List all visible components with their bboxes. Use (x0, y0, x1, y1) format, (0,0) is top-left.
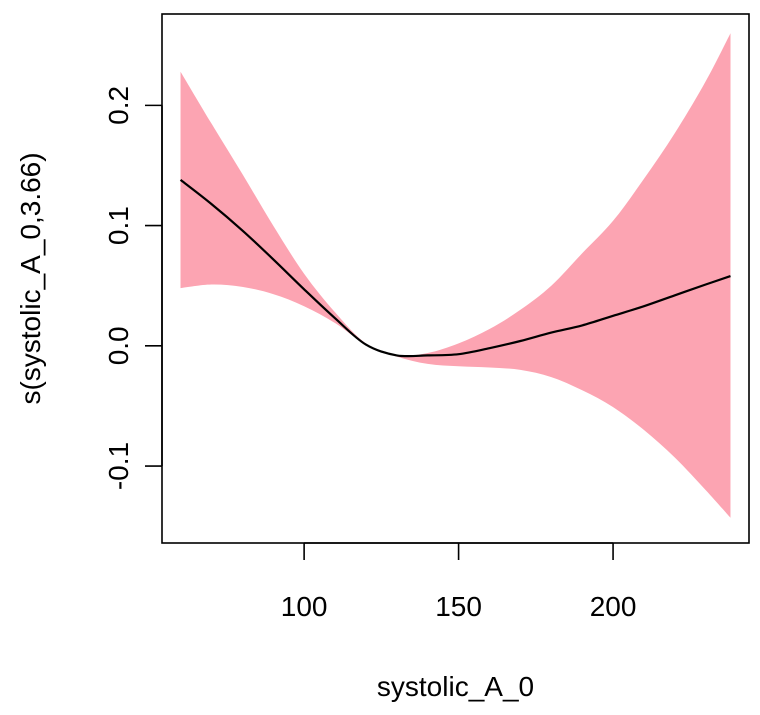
y-tick-label-0-1: 0.1 (103, 206, 134, 245)
y-tick-label-neg-0-1: -0.1 (103, 442, 134, 490)
x-tick-label-100: 100 (281, 591, 328, 622)
y-tick-label-0-2: 0.2 (103, 86, 134, 125)
x-axis-title: systolic_A_0 (377, 671, 534, 702)
x-tick-label-150: 150 (435, 591, 482, 622)
x-tick-label-200: 200 (590, 591, 637, 622)
y-axis-title: s(systolic_A_0,3.66) (15, 152, 46, 404)
x-axis: 100 150 200 (281, 542, 637, 622)
y-axis: -0.1 0.0 0.1 0.2 (103, 86, 163, 490)
smooth-line (179, 179, 731, 358)
y-tick-label-0-0: 0.0 (103, 326, 134, 365)
confidence-band (180, 33, 731, 518)
